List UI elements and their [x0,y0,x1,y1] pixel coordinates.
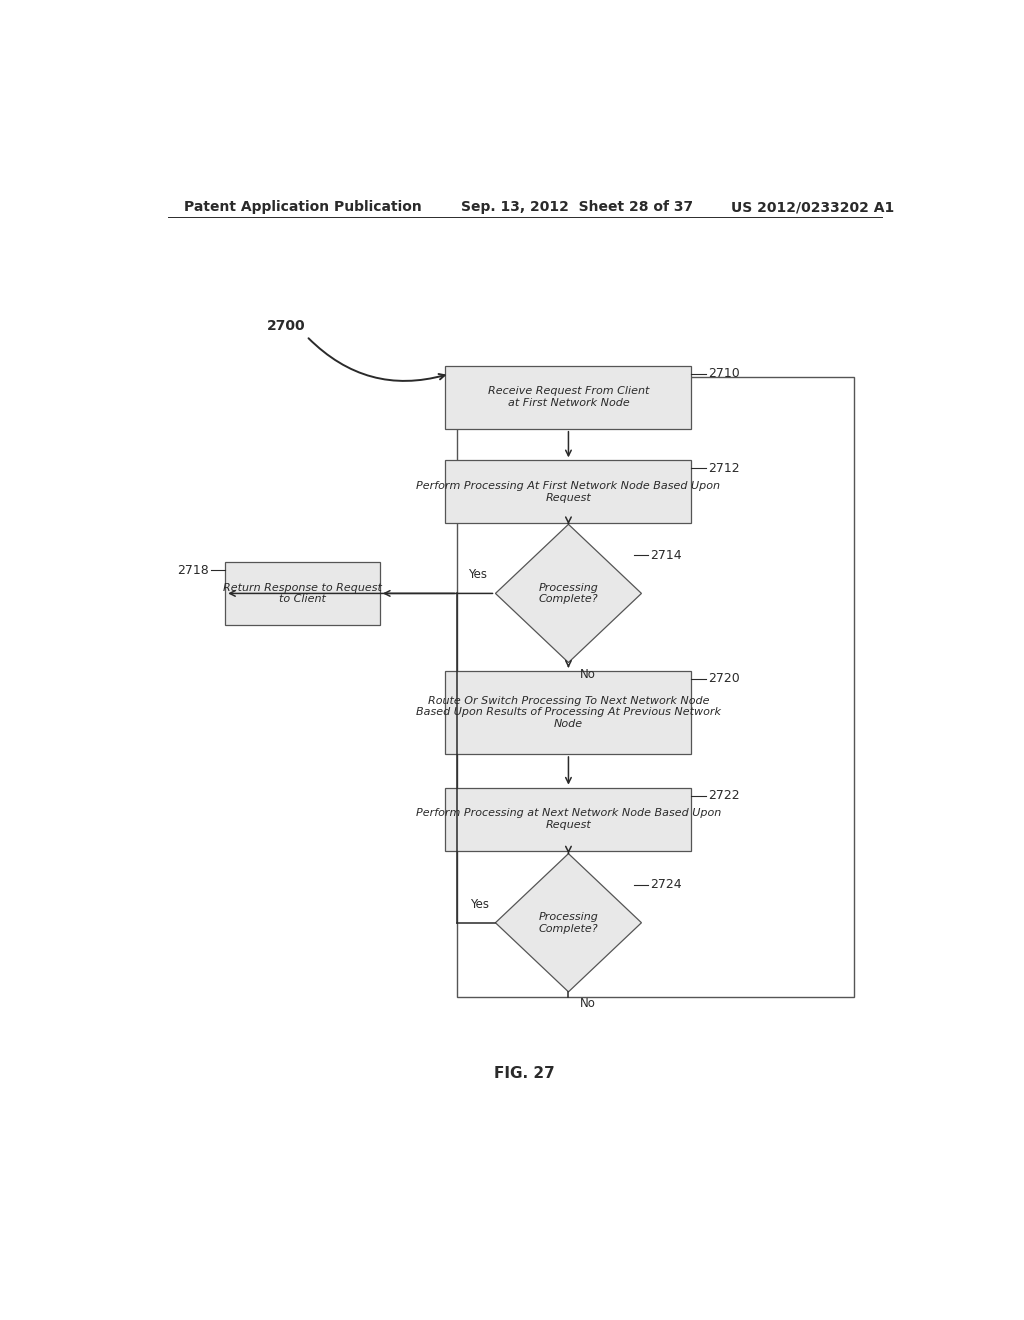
FancyBboxPatch shape [445,788,691,850]
FancyBboxPatch shape [445,671,691,754]
Text: Processing
Complete?: Processing Complete? [539,912,598,933]
Text: 2722: 2722 [709,789,739,803]
Polygon shape [496,854,641,991]
Text: Patent Application Publication: Patent Application Publication [183,201,421,214]
Text: Yes: Yes [469,568,487,581]
Text: 2710: 2710 [709,367,740,380]
Text: Processing
Complete?: Processing Complete? [539,582,598,605]
Polygon shape [496,524,641,663]
Text: Return Response to Request
to Client: Return Response to Request to Client [223,582,382,605]
Text: No: No [581,668,596,681]
Text: 2724: 2724 [650,878,682,891]
Text: 2718: 2718 [177,564,209,577]
Text: Yes: Yes [470,898,489,911]
Text: No: No [581,997,596,1010]
Text: 2714: 2714 [650,549,682,562]
Text: FIG. 27: FIG. 27 [495,1065,555,1081]
Text: 2720: 2720 [709,672,740,685]
FancyBboxPatch shape [225,562,380,624]
Text: Receive Request From Client
at First Network Node: Receive Request From Client at First Net… [487,387,649,408]
Text: US 2012/0233202 A1: US 2012/0233202 A1 [731,201,894,214]
FancyBboxPatch shape [445,461,691,523]
Text: Sep. 13, 2012  Sheet 28 of 37: Sep. 13, 2012 Sheet 28 of 37 [461,201,693,214]
Text: 2700: 2700 [267,319,305,333]
Text: Perform Processing at Next Network Node Based Upon
Request: Perform Processing at Next Network Node … [416,808,721,830]
Text: Perform Processing At First Network Node Based Upon
Request: Perform Processing At First Network Node… [417,480,721,503]
Text: 2712: 2712 [709,462,739,475]
Text: Route Or Switch Processing To Next Network Node
Based Upon Results of Processing: Route Or Switch Processing To Next Netwo… [416,696,721,729]
FancyBboxPatch shape [445,366,691,429]
